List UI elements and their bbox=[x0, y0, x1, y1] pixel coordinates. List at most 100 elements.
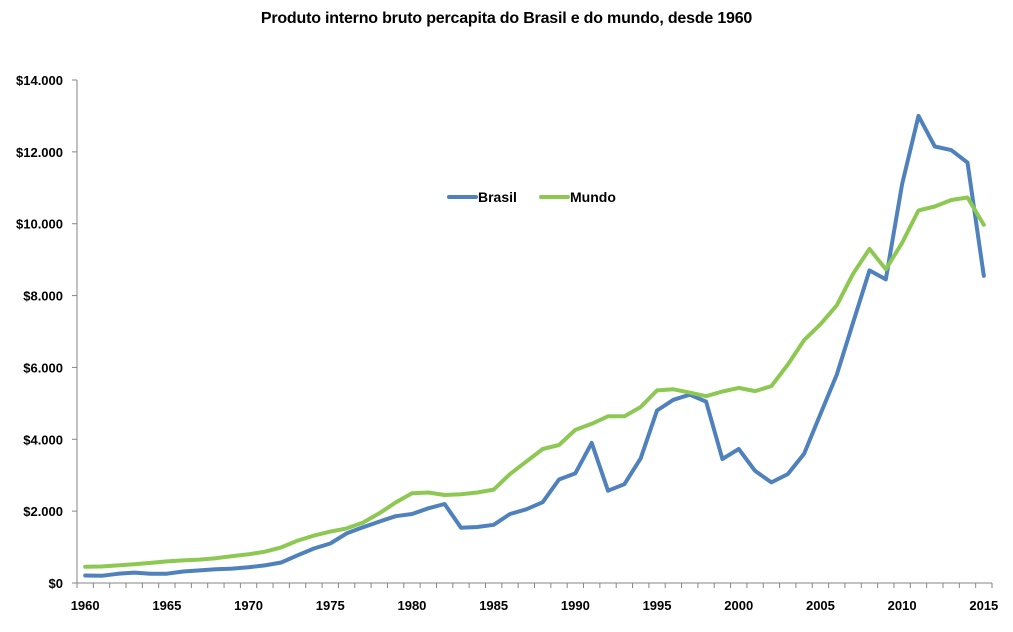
legend-label: Mundo bbox=[570, 189, 616, 205]
legend-label: Brasil bbox=[478, 189, 517, 205]
data-point-brasil bbox=[573, 471, 577, 475]
data-point-mundo bbox=[214, 556, 218, 560]
data-point-brasil bbox=[867, 268, 871, 272]
data-point-brasil bbox=[263, 563, 267, 567]
data-point-mundo bbox=[279, 545, 283, 549]
data-point-mundo bbox=[524, 460, 528, 464]
data-point-mundo bbox=[83, 565, 87, 569]
data-point-mundo bbox=[132, 562, 136, 566]
data-point-brasil bbox=[475, 525, 479, 529]
data-point-brasil bbox=[296, 553, 300, 557]
data-point-brasil bbox=[132, 571, 136, 575]
data-point-brasil bbox=[492, 523, 496, 527]
data-point-mundo bbox=[263, 550, 267, 554]
data-point-brasil bbox=[524, 507, 528, 511]
data-point-brasil bbox=[410, 512, 414, 516]
data-point-mundo bbox=[884, 267, 888, 271]
data-point-mundo bbox=[900, 241, 904, 245]
data-point-mundo bbox=[475, 490, 479, 494]
data-point-mundo bbox=[198, 558, 202, 562]
data-point-mundo bbox=[247, 552, 251, 556]
data-point-mundo bbox=[296, 539, 300, 543]
data-point-mundo bbox=[573, 428, 577, 432]
data-point-mundo bbox=[982, 223, 986, 227]
data-point-brasil bbox=[949, 148, 953, 152]
data-point-mundo bbox=[165, 559, 169, 563]
data-point-brasil bbox=[345, 531, 349, 535]
data-point-brasil bbox=[149, 572, 153, 576]
data-point-mundo bbox=[508, 472, 512, 476]
data-point-mundo bbox=[377, 511, 381, 515]
x-tick-label: 1990 bbox=[561, 598, 590, 613]
chart-title: Produto interno bruto percapita do Brasi… bbox=[260, 10, 753, 27]
data-point-brasil bbox=[704, 400, 708, 404]
y-axis-ticks: $0 $2.000 $4.000 $6.000 $8.000 $10.000 $12.000… bbox=[16, 73, 77, 591]
data-point-mundo bbox=[671, 387, 675, 391]
data-point-mundo bbox=[737, 386, 741, 390]
x-tick-label: 2000 bbox=[724, 598, 753, 613]
data-point-brasil bbox=[737, 447, 741, 451]
data-point-brasil bbox=[655, 409, 659, 413]
data-point-mundo bbox=[328, 530, 332, 534]
data-point-brasil bbox=[459, 526, 463, 530]
data-point-mundo bbox=[230, 554, 234, 558]
x-tick-label: 1965 bbox=[152, 598, 181, 613]
data-point-brasil bbox=[965, 161, 969, 165]
data-point-mundo bbox=[688, 391, 692, 395]
data-point-mundo bbox=[541, 447, 545, 451]
data-point-brasil bbox=[818, 412, 822, 416]
data-point-brasil bbox=[557, 478, 561, 482]
data-point-brasil bbox=[982, 274, 986, 278]
data-point-brasil bbox=[508, 512, 512, 516]
data-point-mundo bbox=[704, 394, 708, 398]
data-point-mundo bbox=[181, 558, 185, 562]
data-point-mundo bbox=[769, 384, 773, 388]
y-tick-label: $8.000 bbox=[23, 289, 63, 304]
series-lines bbox=[83, 113, 986, 578]
legend: Brasil Mundo bbox=[447, 189, 616, 205]
x-tick-label: 1980 bbox=[397, 598, 426, 613]
data-point-mundo bbox=[655, 388, 659, 392]
x-tick-label: 1960 bbox=[71, 598, 100, 613]
data-point-brasil bbox=[214, 567, 218, 571]
data-point-mundo bbox=[753, 389, 757, 393]
data-point-mundo bbox=[116, 563, 120, 567]
data-point-mundo bbox=[949, 198, 953, 202]
data-point-brasil bbox=[328, 541, 332, 545]
x-tick-label: 2015 bbox=[969, 598, 998, 613]
data-point-brasil bbox=[916, 114, 920, 118]
data-point-brasil bbox=[394, 514, 398, 518]
x-tick-label: 1985 bbox=[479, 598, 508, 613]
data-point-brasil bbox=[541, 500, 545, 504]
y-tick-label: $0 bbox=[49, 576, 63, 591]
data-point-mundo bbox=[867, 247, 871, 251]
data-point-mundo bbox=[851, 272, 855, 276]
data-point-brasil bbox=[851, 321, 855, 325]
data-point-brasil bbox=[900, 182, 904, 186]
data-point-mundo bbox=[590, 422, 594, 426]
data-point-mundo bbox=[965, 195, 969, 199]
data-point-brasil bbox=[639, 456, 643, 460]
data-point-brasil bbox=[835, 373, 839, 377]
data-point-mundo bbox=[345, 526, 349, 530]
data-point-brasil bbox=[361, 525, 365, 529]
data-point-mundo bbox=[835, 303, 839, 307]
data-point-mundo bbox=[492, 488, 496, 492]
x-tick-label: 2010 bbox=[888, 598, 917, 613]
data-point-mundo bbox=[557, 443, 561, 447]
data-point-mundo bbox=[443, 493, 447, 497]
data-point-brasil bbox=[247, 565, 251, 569]
data-point-brasil bbox=[426, 506, 430, 510]
data-point-brasil bbox=[100, 574, 104, 578]
data-point-mundo bbox=[802, 338, 806, 342]
series-line-mundo bbox=[83, 195, 986, 569]
data-point-brasil bbox=[720, 457, 724, 461]
legend-item-mundo: Mundo bbox=[539, 189, 616, 205]
data-point-mundo bbox=[818, 322, 822, 326]
data-point-mundo bbox=[149, 561, 153, 565]
data-point-brasil bbox=[933, 144, 937, 148]
data-point-mundo bbox=[459, 492, 463, 496]
data-point-brasil bbox=[802, 452, 806, 456]
data-point-brasil bbox=[786, 472, 790, 476]
data-point-mundo bbox=[426, 490, 430, 494]
